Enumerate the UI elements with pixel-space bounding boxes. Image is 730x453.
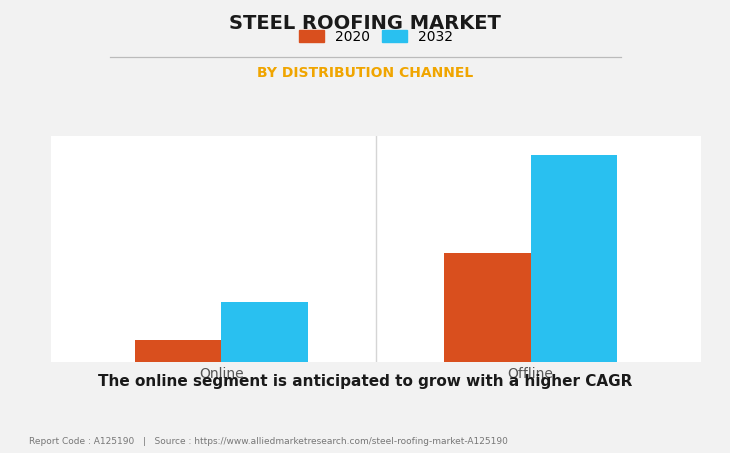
Text: Report Code : A125190   |   Source : https://www.alliedmarketresearch.com/steel-: Report Code : A125190 | Source : https:/… (29, 437, 508, 446)
Bar (221, 302, 308, 362)
Text: BY DISTRIBUTION CHANNEL: BY DISTRIBUTION CHANNEL (257, 66, 473, 80)
Legend: 2020, 2032: 2020, 2032 (299, 29, 453, 43)
Text: The online segment is anticipated to grow with a higher CAGR: The online segment is anticipated to gro… (98, 374, 632, 389)
Bar (531, 155, 618, 362)
Bar (444, 253, 531, 362)
Text: STEEL ROOFING MARKET: STEEL ROOFING MARKET (229, 14, 501, 33)
Bar (134, 340, 221, 362)
